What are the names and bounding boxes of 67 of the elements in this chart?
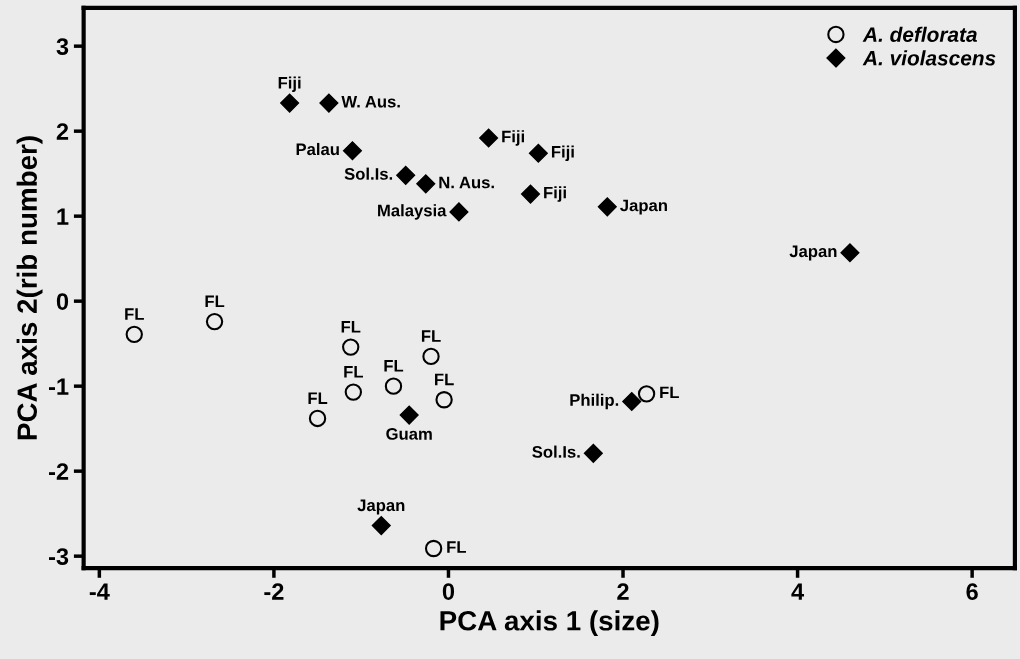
x-axis-title: PCA axis 1 (size)	[440, 610, 659, 637]
point	[840, 243, 860, 263]
annotation: FL	[447, 541, 466, 553]
point	[449, 202, 469, 222]
annotation: Philip.	[570, 393, 619, 410]
legend-label: A. violascens	[862, 50, 996, 66]
x-tick-label: -4	[89, 583, 110, 600]
annotation: Palau	[296, 142, 339, 156]
annotation: W. Aus.	[341, 95, 400, 108]
x-tick-label: -2	[264, 583, 284, 600]
point	[342, 141, 362, 161]
y-tick-label: -2	[48, 463, 69, 480]
point	[528, 143, 548, 163]
point	[280, 93, 300, 113]
y-axis-title: PCA axis 2(rib number)	[16, 136, 43, 440]
point	[424, 539, 443, 558]
point	[371, 516, 391, 536]
annotation: FL	[344, 366, 363, 378]
annotation: Sol.Is.	[532, 445, 580, 458]
point	[399, 405, 419, 425]
x-tick-label: 4	[791, 583, 805, 600]
annotation: Japan	[357, 499, 405, 515]
point	[205, 312, 224, 331]
annotation: Japan	[620, 199, 667, 215]
y-tick-label: 0	[56, 293, 69, 310]
point	[396, 165, 416, 185]
annotation: FL	[660, 386, 679, 399]
annotation: FL	[308, 392, 328, 404]
point	[520, 184, 541, 204]
annotation: Guam	[386, 428, 432, 440]
point	[308, 409, 327, 428]
annotation: Fiji	[544, 186, 566, 202]
point	[479, 128, 499, 148]
point	[344, 383, 363, 401]
point	[416, 174, 436, 194]
point	[422, 347, 440, 366]
annotation: Fiji	[502, 130, 524, 146]
annotation: Malaysia	[378, 204, 447, 220]
point	[435, 391, 453, 409]
annotation: FL	[205, 295, 225, 307]
annotation: FL	[384, 360, 404, 372]
point	[637, 385, 656, 403]
annotation: Japan	[789, 245, 837, 261]
point	[384, 377, 403, 395]
point	[583, 443, 603, 463]
annotation: Fiji	[278, 76, 301, 92]
y-tick-label: -3	[48, 548, 69, 565]
annotation: N. Aus.	[439, 176, 494, 189]
y-tick-label: -1	[48, 378, 69, 395]
x-tick-label: 0	[442, 583, 455, 600]
y-tick-label: 1	[57, 208, 69, 225]
annotation: FL	[125, 308, 144, 320]
x-tick-label: 2	[617, 583, 629, 600]
annotation: Sol.Is.	[344, 167, 393, 180]
annotation: FL	[421, 330, 441, 342]
y-tick-label: 2	[56, 123, 69, 140]
point	[597, 197, 617, 217]
legend-label: A. deflorata	[862, 26, 977, 42]
y-tick-label: 3	[56, 38, 69, 55]
point	[342, 338, 360, 356]
annotation: FL	[435, 373, 454, 386]
point	[125, 325, 143, 343]
annotation: Fiji	[551, 145, 574, 162]
x-tick-label: 6	[966, 583, 978, 600]
point	[319, 93, 339, 113]
point	[622, 391, 642, 411]
annotation: FL	[341, 321, 361, 333]
